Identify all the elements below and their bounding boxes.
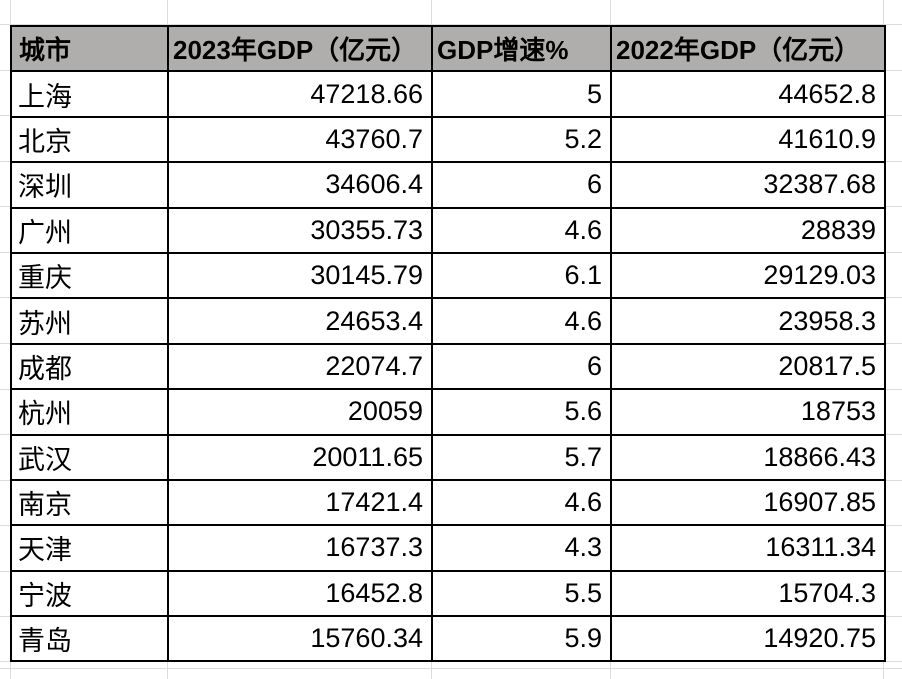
table-row: 重庆 30145.79 6.1 29129.03 (10, 251, 886, 300)
cell-growth[interactable]: 5.7 (431, 433, 612, 481)
cell-city[interactable]: 深圳 (10, 161, 169, 209)
cell-gdp-2023[interactable]: 16737.3 (167, 524, 433, 572)
cell-growth[interactable]: 4.3 (431, 524, 612, 572)
cell-city[interactable]: 苏州 (10, 297, 169, 345)
cell-gdp-2023[interactable]: 20059 (167, 388, 433, 436)
cell-gdp-2022[interactable]: 16311.34 (610, 524, 886, 572)
sheet-gridline-horizontal (0, 668, 902, 669)
cell-gdp-2023[interactable]: 30355.73 (167, 206, 433, 254)
table-row: 杭州 20059 5.6 18753 (10, 388, 886, 436)
cell-gdp-2022[interactable]: 14920.75 (610, 615, 886, 663)
header-row: 城市 2023年GDP（亿元） GDP增速% 2022年GDP（亿元） (10, 24, 886, 73)
cell-city[interactable]: 上海 (10, 70, 169, 118)
cell-growth[interactable]: 4.6 (431, 297, 612, 345)
table-row: 宁波 16452.8 5.5 15704.3 (10, 569, 886, 618)
table-row: 武汉 20011.65 5.7 18866.43 (10, 433, 886, 481)
cell-growth[interactable]: 5.6 (431, 388, 612, 436)
cell-city[interactable]: 青岛 (10, 615, 169, 663)
cell-gdp-2022[interactable]: 15704.3 (610, 569, 886, 618)
column-header-growth[interactable]: GDP增速% (431, 24, 612, 73)
table-row: 广州 30355.73 4.6 28839 (10, 206, 886, 254)
cell-city[interactable]: 北京 (10, 115, 169, 164)
cell-city[interactable]: 宁波 (10, 569, 169, 618)
cell-gdp-2022[interactable]: 16907.85 (610, 478, 886, 527)
cell-gdp-2023[interactable]: 15760.34 (167, 615, 433, 663)
table-row: 北京 43760.7 5.2 41610.9 (10, 115, 886, 164)
table-row: 深圳 34606.4 6 32387.68 (10, 161, 886, 209)
cell-city[interactable]: 广州 (10, 206, 169, 254)
gdp-table: 城市 2023年GDP（亿元） GDP增速% 2022年GDP（亿元） 上海 4… (10, 24, 886, 663)
cell-gdp-2023[interactable]: 17421.4 (167, 478, 433, 527)
cell-gdp-2022[interactable]: 28839 (610, 206, 886, 254)
cell-gdp-2023[interactable]: 30145.79 (167, 251, 433, 300)
cell-gdp-2022[interactable]: 41610.9 (610, 115, 886, 164)
sheet-gridline-horizontal (0, 24, 902, 25)
column-header-gdp-2022[interactable]: 2022年GDP（亿元） (610, 24, 886, 73)
cell-city[interactable]: 南京 (10, 478, 169, 527)
cell-gdp-2023[interactable]: 43760.7 (167, 115, 433, 164)
column-header-city[interactable]: 城市 (10, 24, 169, 73)
table-row: 成都 22074.7 6 20817.5 (10, 342, 886, 391)
cell-gdp-2022[interactable]: 29129.03 (610, 251, 886, 300)
cell-growth[interactable]: 6 (431, 161, 612, 209)
table-row: 天津 16737.3 4.3 16311.34 (10, 524, 886, 572)
cell-gdp-2022[interactable]: 44652.8 (610, 70, 886, 118)
cell-gdp-2023[interactable]: 24653.4 (167, 297, 433, 345)
cell-city[interactable]: 天津 (10, 524, 169, 572)
cell-growth[interactable]: 5 (431, 70, 612, 118)
cell-growth[interactable]: 6 (431, 342, 612, 391)
cell-city[interactable]: 成都 (10, 342, 169, 391)
cell-growth[interactable]: 6.1 (431, 251, 612, 300)
cell-gdp-2022[interactable]: 18866.43 (610, 433, 886, 481)
column-header-gdp-2023[interactable]: 2023年GDP（亿元） (167, 24, 433, 73)
cell-gdp-2023[interactable]: 22074.7 (167, 342, 433, 391)
cell-gdp-2023[interactable]: 20011.65 (167, 433, 433, 481)
table-row: 苏州 24653.4 4.6 23958.3 (10, 297, 886, 345)
cell-city[interactable]: 武汉 (10, 433, 169, 481)
table-row: 青岛 15760.34 5.9 14920.75 (10, 615, 886, 663)
cell-city[interactable]: 重庆 (10, 251, 169, 300)
table-row: 南京 17421.4 4.6 16907.85 (10, 478, 886, 527)
cell-growth[interactable]: 4.6 (431, 206, 612, 254)
cell-gdp-2023[interactable]: 16452.8 (167, 569, 433, 618)
cell-growth[interactable]: 4.6 (431, 478, 612, 527)
cell-gdp-2022[interactable]: 18753 (610, 388, 886, 436)
cell-gdp-2023[interactable]: 47218.66 (167, 70, 433, 118)
cell-growth[interactable]: 5.2 (431, 115, 612, 164)
cell-gdp-2023[interactable]: 34606.4 (167, 161, 433, 209)
cell-growth[interactable]: 5.9 (431, 615, 612, 663)
cell-gdp-2022[interactable]: 20817.5 (610, 342, 886, 391)
cell-growth[interactable]: 5.5 (431, 569, 612, 618)
cell-gdp-2022[interactable]: 23958.3 (610, 297, 886, 345)
cell-gdp-2022[interactable]: 32387.68 (610, 161, 886, 209)
cell-city[interactable]: 杭州 (10, 388, 169, 436)
table-row: 上海 47218.66 5 44652.8 (10, 70, 886, 118)
